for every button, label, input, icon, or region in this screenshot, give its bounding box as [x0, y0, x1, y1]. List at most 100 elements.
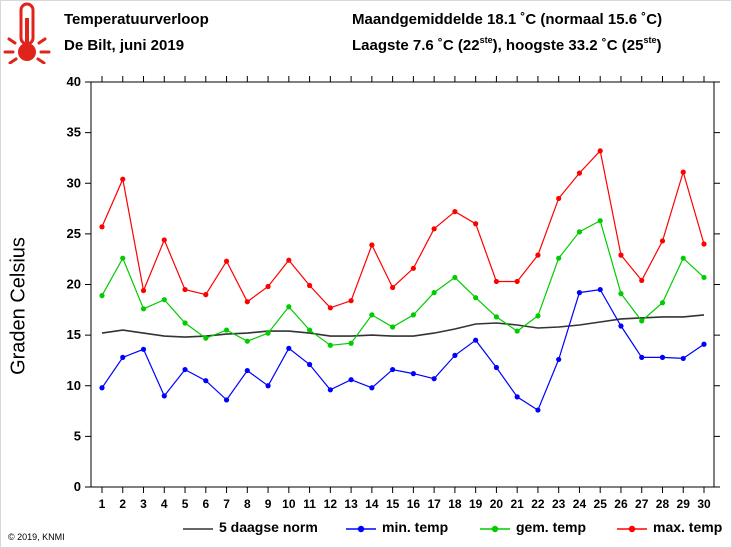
- x-tick-label: 11: [303, 497, 316, 511]
- data-point-gem-temp: [618, 291, 624, 297]
- plot-area: [90, 81, 715, 488]
- data-point-gem-temp: [576, 229, 583, 235]
- data-point-min-temp: [390, 366, 396, 373]
- high-day-suffix: ste: [643, 35, 657, 45]
- data-point-max-temp: [452, 209, 458, 215]
- data-point-min-temp: [244, 367, 250, 374]
- data-point-gem-temp: [390, 324, 396, 330]
- x-tick-label: 7: [223, 497, 230, 511]
- data-point-gem-temp: [182, 320, 188, 326]
- data-point-max-temp: [618, 252, 624, 258]
- x-tick-label: 17: [427, 497, 441, 511]
- data-point-max-temp: [659, 238, 666, 244]
- data-point-min-temp: [556, 356, 562, 363]
- data-point-gem-temp: [659, 300, 666, 306]
- data-point-max-temp: [286, 257, 292, 263]
- chart-subtitle: De Bilt, juni 2019: [64, 37, 185, 54]
- y-tick-label: 5: [74, 428, 81, 443]
- data-point-min-temp: [265, 383, 271, 389]
- y-tick-label: 10: [67, 378, 81, 393]
- x-tick-label: 16: [407, 497, 421, 511]
- data-point-min-temp: [452, 352, 458, 358]
- data-point-gem-temp: [140, 306, 147, 312]
- data-point-gem-temp: [597, 218, 603, 224]
- legend-label-5-daagse-norm: 5 daagse norm: [219, 519, 318, 535]
- data-point-max-temp: [597, 148, 603, 154]
- series-line-max-temp: [101, 149, 705, 309]
- data-point-max-temp: [265, 283, 271, 290]
- data-point-min-temp: [514, 394, 520, 400]
- data-point-min-temp: [410, 371, 416, 377]
- data-point-min-temp: [680, 355, 686, 362]
- data-point-gem-temp: [369, 312, 375, 318]
- data-point-max-temp: [348, 298, 354, 304]
- data-point-gem-temp: [244, 338, 250, 344]
- legend-label-max-temp: max. temp: [653, 519, 723, 535]
- data-point-max-temp: [182, 286, 188, 293]
- data-point-max-temp: [493, 278, 500, 285]
- x-tick-label: 22: [531, 497, 545, 511]
- data-point-gem-temp: [120, 255, 126, 261]
- x-tick-label: 6: [202, 497, 209, 511]
- data-point-min-temp: [493, 364, 500, 371]
- data-point-max-temp: [410, 265, 416, 271]
- x-tick-label: 30: [697, 497, 711, 511]
- low-high-middle: ), hoogste 33.2 ˚C (25: [492, 37, 644, 54]
- low-high-suffix: ): [656, 37, 662, 54]
- data-point-gem-temp: [161, 297, 167, 303]
- data-point-min-temp: [286, 345, 292, 351]
- x-tick-label: 3: [140, 497, 147, 511]
- thermometer-icon: [3, 2, 51, 64]
- x-tick-label: 15: [386, 497, 400, 511]
- y-tick-label: 30: [67, 175, 81, 190]
- data-point-max-temp: [576, 170, 583, 176]
- x-tick-label: 28: [656, 497, 670, 511]
- data-point-gem-temp: [452, 274, 458, 281]
- data-point-min-temp: [327, 387, 333, 393]
- x-tick-label: 13: [344, 497, 358, 511]
- data-point-min-temp: [701, 341, 707, 347]
- x-tick-label: 2: [119, 497, 126, 511]
- data-point-min-temp: [659, 354, 666, 360]
- y-tick-label: 25: [67, 226, 81, 241]
- series-line-5-daagse-norm: [101, 314, 705, 338]
- x-tick-label: 4: [161, 497, 168, 511]
- series-line-gem-temp: [101, 219, 705, 346]
- data-point-min-temp: [576, 290, 583, 296]
- data-point-max-temp: [701, 241, 707, 247]
- data-point-min-temp: [369, 385, 375, 391]
- data-point-gem-temp: [203, 335, 209, 341]
- data-point-min-temp: [597, 286, 603, 293]
- x-tick-label: 24: [573, 497, 587, 511]
- x-tick-label: 5: [182, 497, 189, 511]
- data-point-min-temp: [618, 323, 624, 329]
- legend-marker-gem-temp: [491, 525, 499, 533]
- x-tick-label: 14: [365, 497, 379, 511]
- data-point-gem-temp: [410, 312, 416, 318]
- data-point-max-temp: [120, 176, 126, 182]
- low-day-suffix: ste: [479, 35, 493, 45]
- low-high-prefix: Laagste 7.6 ˚C (22: [352, 37, 480, 54]
- data-point-min-temp: [535, 407, 541, 413]
- data-point-max-temp: [306, 282, 313, 289]
- data-point-gem-temp: [493, 314, 500, 320]
- legend-swatch-max-temp: [617, 525, 647, 533]
- data-point-max-temp: [327, 305, 333, 311]
- legend-label-gem-temp: gem. temp: [516, 519, 587, 535]
- y-tick-label: 35: [67, 125, 81, 140]
- legend-marker-min-temp: [357, 525, 365, 533]
- data-point-gem-temp: [286, 304, 292, 310]
- x-tick-label: 23: [552, 497, 566, 511]
- data-point-min-temp: [348, 377, 354, 383]
- data-point-max-temp: [680, 169, 686, 175]
- series-line-min-temp: [101, 288, 705, 411]
- data-point-min-temp: [182, 366, 188, 373]
- data-point-max-temp: [369, 242, 375, 248]
- x-tick-label: 10: [282, 497, 296, 511]
- y-tick-label: 20: [67, 277, 81, 292]
- data-point-min-temp: [306, 361, 313, 368]
- data-point-gem-temp: [99, 293, 105, 299]
- data-point-min-temp: [473, 337, 479, 343]
- y-tick-label: 40: [67, 74, 81, 89]
- x-tick-label: 19: [469, 497, 483, 511]
